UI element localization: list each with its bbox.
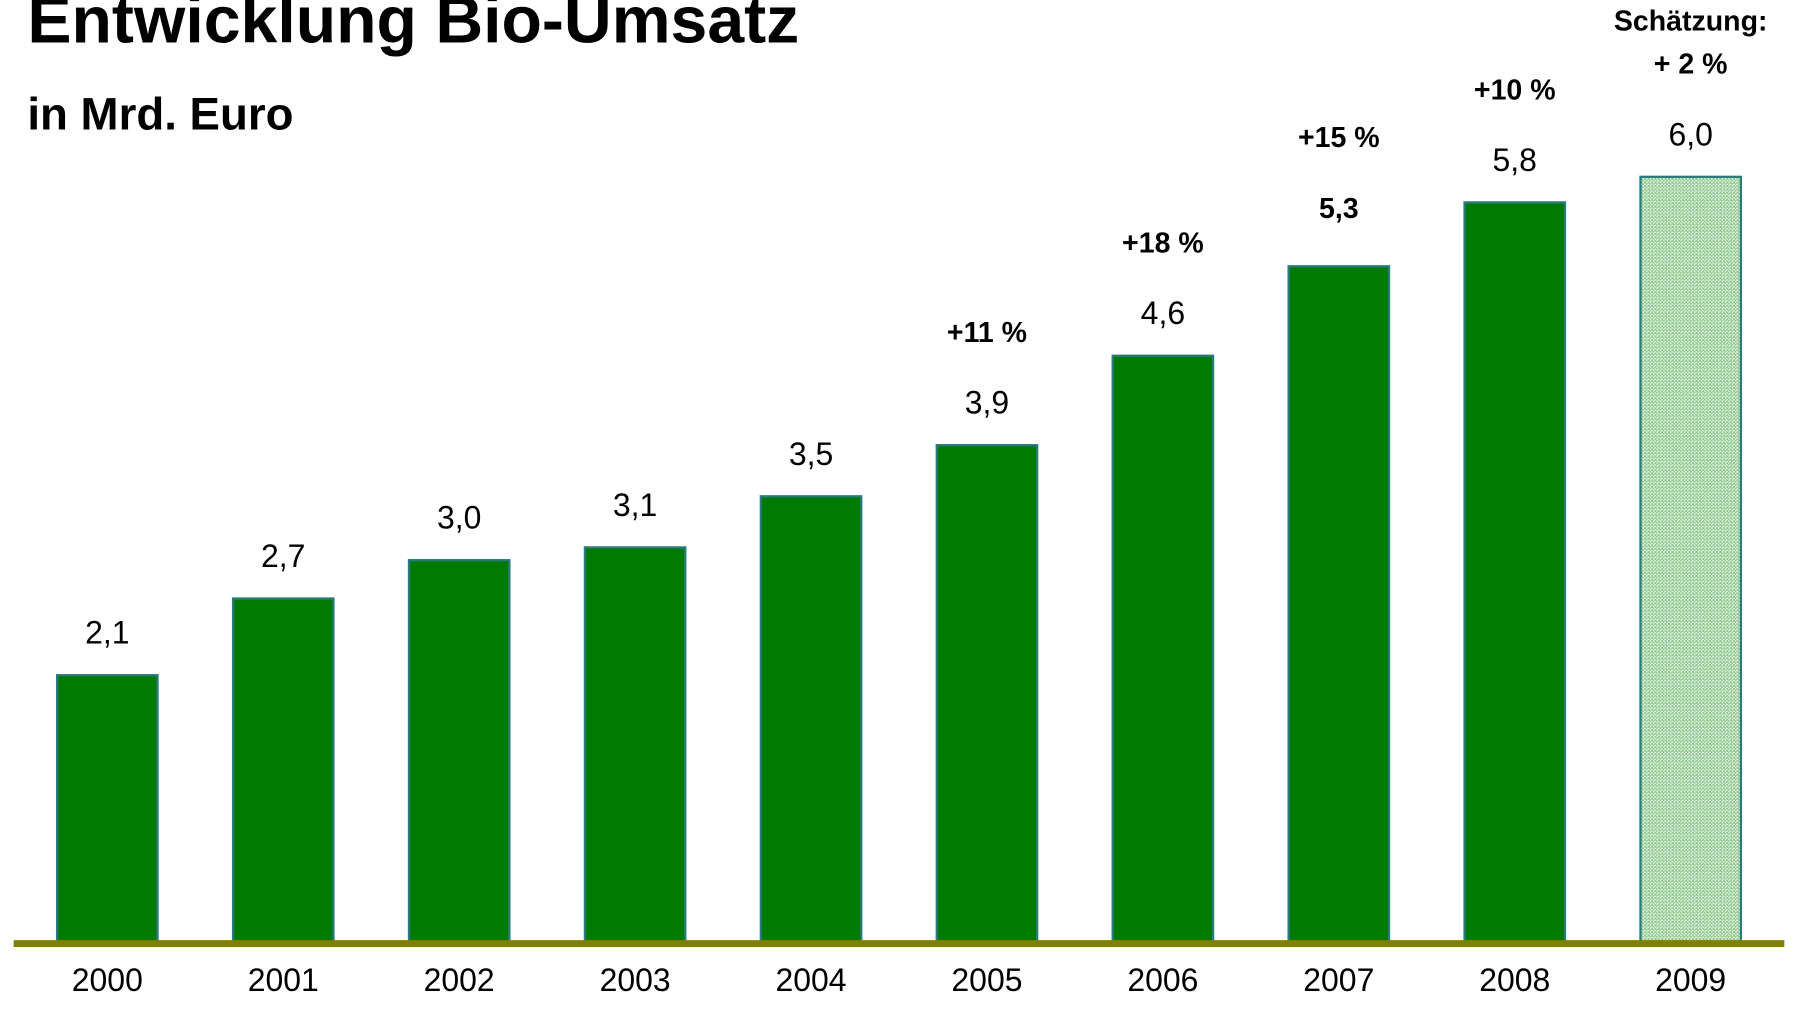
value-label: 4,6	[1141, 295, 1185, 331]
bar	[759, 495, 863, 945]
bar	[55, 674, 159, 945]
annotation: +18 %	[1122, 228, 1204, 260]
x-tick-label: 2004	[776, 962, 847, 998]
x-tick-label: 2009	[1655, 962, 1726, 998]
x-tick-label: 2008	[1479, 962, 1550, 998]
bar	[1639, 175, 1743, 945]
chart-title: Entwicklung Bio-Umsatz	[27, 0, 799, 58]
bar	[231, 597, 335, 945]
bar	[407, 559, 511, 945]
bar	[1111, 354, 1215, 945]
value-label: 2,7	[261, 538, 305, 574]
bar	[1287, 265, 1391, 945]
value-label: 3,0	[437, 500, 481, 536]
bar	[583, 546, 687, 945]
x-tick-label: 2003	[600, 962, 671, 998]
annotation: +15 %	[1298, 122, 1380, 154]
value-label: 3,1	[613, 487, 657, 523]
value-label: 3,9	[965, 385, 1009, 421]
x-tick-label: 2000	[72, 962, 143, 998]
value-label: 5,3	[1319, 193, 1359, 225]
annotation: + 2 %	[1654, 49, 1728, 81]
value-label: 6,0	[1668, 116, 1712, 152]
value-label: 3,5	[789, 436, 833, 472]
bar	[1463, 201, 1567, 945]
x-tick-label: 2002	[424, 962, 495, 998]
value-label: 5,8	[1493, 142, 1537, 178]
x-tick-label: 2006	[1127, 962, 1198, 998]
annotation: +10 %	[1474, 74, 1556, 106]
chart-subtitle: in Mrd. Euro	[27, 89, 293, 140]
bar	[935, 444, 1039, 945]
x-tick-label: 2005	[951, 962, 1022, 998]
annotation: Schätzung:	[1614, 5, 1768, 37]
value-label: 2,1	[85, 615, 129, 651]
x-tick-label: 2007	[1303, 962, 1374, 998]
annotation: +11 %	[947, 317, 1027, 349]
x-tick-label: 2001	[248, 962, 319, 998]
